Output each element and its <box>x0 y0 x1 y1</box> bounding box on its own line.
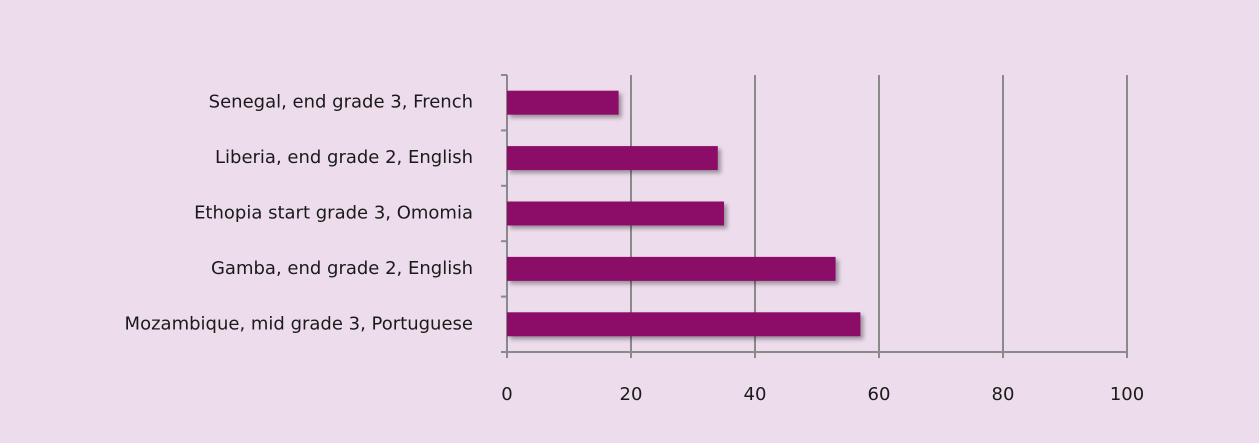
bar <box>507 90 619 115</box>
x-tick-label: 100 <box>1110 384 1144 405</box>
bar <box>507 312 861 337</box>
x-tick-label: 20 <box>620 384 643 405</box>
x-tick-label: 0 <box>501 384 512 405</box>
x-tick-label: 80 <box>992 384 1015 405</box>
y-tick-label: Ethopia start grade 3, Omomia <box>194 203 473 224</box>
x-tick-label: 60 <box>868 384 891 405</box>
y-tick-label: Gamba, end grade 2, English <box>211 258 473 279</box>
y-tick-label: Senegal, end grade 3, French <box>209 92 473 113</box>
y-tick-label: Liberia, end grade 2, English <box>215 147 473 168</box>
bar <box>507 201 724 226</box>
bar <box>507 146 718 171</box>
y-tick-label: Mozambique, mid grade 3, Portuguese <box>125 313 473 334</box>
x-tick-label: 40 <box>744 384 767 405</box>
bar <box>507 256 836 281</box>
